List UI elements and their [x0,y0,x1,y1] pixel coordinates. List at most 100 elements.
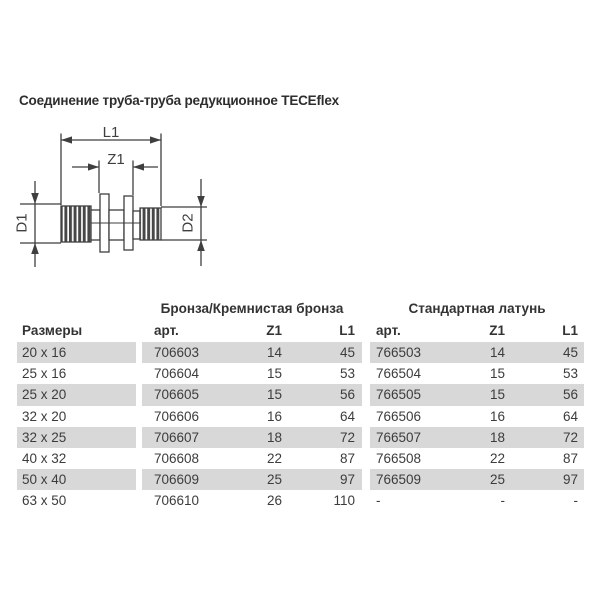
bronze-art-cell: 706610 [154,493,200,509]
column-header-l1: L1 [562,323,578,338]
brass-cells: 766508 22 87 [370,448,584,469]
spec-table: Бронза/Кремнистая бронза Стандартная лат… [0,300,600,512]
brass-z1-cell: 15 [489,387,505,403]
bronze-cells: 706605 15 56 [142,384,362,406]
brass-l1-cell: 53 [562,366,578,382]
bronze-cells: 706606 16 64 [142,406,362,427]
column-header-group-bronze: арт. Z1 L1 [142,316,362,342]
bronze-z1-cell: 25 [266,472,282,488]
bronze-art-cell: 706604 [154,366,200,382]
brass-z1-cell: 25 [489,472,505,488]
bronze-cells: 706603 14 45 [142,342,362,364]
brass-art-cell: 766508 [376,451,422,467]
size-cell: 63 x 50 [22,493,67,509]
bronze-l1-cell: 45 [339,345,355,361]
bronze-l1-cell: 72 [339,429,355,445]
middle-neck [108,209,125,241]
brass-cells: 766506 16 64 [370,406,584,427]
brass-art-cell: 766509 [376,472,422,488]
z1-label: Z1 [107,151,125,168]
dimension-l1: L1 [60,124,162,206]
brass-art-cell: 766505 [376,387,422,403]
bronze-z1-cell: 15 [266,387,282,403]
brass-art-cell: 766506 [376,408,422,424]
bronze-z1-cell: 15 [266,366,282,382]
brass-art-cell: 766507 [376,429,422,445]
table-row: 20 x 16 706603 14 45 766503 14 45 [0,342,600,364]
bronze-z1-cell: 18 [266,429,282,445]
brass-l1-cell: 64 [562,408,578,424]
right-neck [132,210,141,240]
dimension-d2: D2 [161,179,207,266]
table-row: 32 x 20 706606 16 64 766506 16 64 [0,406,600,427]
bronze-z1-cell: 22 [266,451,282,467]
bronze-l1-cell: 53 [339,366,355,382]
size-cell: 20 x 16 [17,342,136,364]
brass-cells: 766504 15 53 [370,363,584,384]
column-header-group-brass: арт. Z1 L1 [370,316,584,342]
brass-z1-cell: 16 [489,408,505,424]
size-cell: 40 x 32 [22,451,67,467]
table-row: 50 x 40 706609 25 97 766509 25 97 [0,469,600,491]
size-cell: 50 x 40 [17,469,136,491]
fitting-diagram: L1 Z1 D1 D2 [14,124,207,267]
brass-l1-cell: 45 [562,345,578,361]
column-header-z1: Z1 [266,323,282,338]
table-row: 25 x 20 706605 15 56 766505 15 56 [0,384,600,406]
size-cell: 25 x 16 [22,366,67,382]
bronze-art-cell: 706603 [154,345,200,361]
brass-cells: 766505 15 56 [370,384,584,406]
fitting-body [60,193,162,253]
size-cell: 32 x 20 [22,408,67,424]
column-header-row: Размеры арт. Z1 L1 арт. Z1 L1 [0,316,600,342]
group-header-brass: Стандартная латунь [408,300,546,316]
bronze-z1-cell: 14 [266,345,282,361]
brass-z1-cell: 14 [489,345,505,361]
dimension-d1: D1 [14,181,61,267]
bronze-l1-cell: 87 [339,451,355,467]
brass-cells: 766507 18 72 [370,426,584,448]
bronze-l1-cell: 110 [333,493,355,509]
column-header-art: арт. [376,323,401,338]
d1-label: D1 [14,213,31,232]
bronze-cells: 706607 18 72 [142,426,362,448]
brass-art-cell: 766504 [376,366,422,382]
column-header-sizes: Размеры [22,323,83,338]
brass-art-cell: - [376,493,381,509]
bronze-l1-cell: 56 [339,387,355,403]
table-row: 32 x 25 706607 18 72 766507 18 72 [0,426,600,448]
brass-l1-cell: 56 [562,387,578,403]
column-header-z1: Z1 [489,323,505,338]
l1-label: L1 [103,124,120,141]
bronze-z1-cell: 16 [266,408,282,424]
bronze-cells: 706610 26 110 [142,490,362,511]
page-title: Соединение труба-труба редукционное TECE… [19,93,339,108]
left-serrated-end [60,205,92,243]
column-header-art: арт. [154,323,179,338]
brass-z1-cell: 15 [489,366,505,382]
bronze-l1-cell: 64 [339,408,355,424]
bronze-cells: 706608 22 87 [142,448,362,469]
brass-cells: 766503 14 45 [370,342,584,364]
bronze-art-cell: 706607 [154,429,200,445]
bronze-art-cell: 706609 [154,472,200,488]
left-neck [90,209,101,241]
bronze-art-cell: 706606 [154,408,200,424]
table-body: 20 x 16 706603 14 45 766503 14 45 25 x 1… [0,342,600,512]
bronze-l1-cell: 97 [339,472,355,488]
brass-z1-cell: 22 [489,451,505,467]
size-cell: 32 x 25 [17,426,136,448]
dimension-z1: Z1 [72,151,158,195]
bronze-z1-cell: 26 [266,493,282,509]
brass-l1-cell: 97 [562,472,578,488]
group-header-row: Бронза/Кремнистая бронза Стандартная лат… [0,300,600,316]
brass-art-cell: 766503 [376,345,422,361]
d2-label: D2 [180,213,197,232]
brass-cells: - - - [370,490,584,511]
brass-cells: 766509 25 97 [370,469,584,491]
bronze-art-cell: 706608 [154,451,200,467]
group-header-bronze: Бронза/Кремнистая бронза [160,300,344,316]
table-row: 25 x 16 706604 15 53 766504 15 53 [0,363,600,384]
table-row: 40 x 32 706608 22 87 766508 22 87 [0,448,600,469]
table-row: 63 x 50 706610 26 110 - - - [0,490,600,511]
